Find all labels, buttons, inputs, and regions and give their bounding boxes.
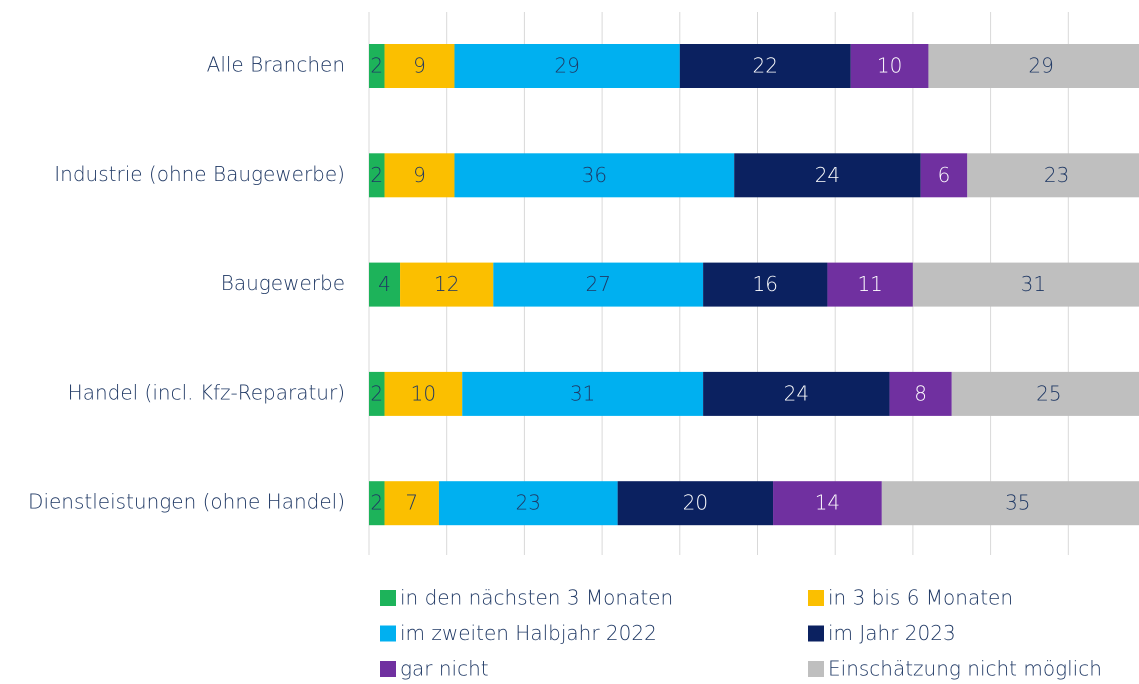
value-label: 24 <box>815 163 840 187</box>
bar-segment <box>928 44 1139 88</box>
legend-swatch <box>380 625 396 642</box>
value-label: 36 <box>582 163 607 187</box>
value-label: 23 <box>1044 163 1069 187</box>
legend-label: im zweiten Halbjahr 2022 <box>400 621 657 645</box>
value-label: 7 <box>405 491 418 515</box>
value-label: 27 <box>585 272 610 296</box>
bar-segment <box>493 262 704 307</box>
bar-segment <box>679 44 851 88</box>
bar-segment <box>617 481 774 526</box>
legend-swatch <box>380 661 396 677</box>
bar-segment <box>384 153 455 198</box>
value-label: 24 <box>784 381 809 405</box>
value-label: 9 <box>413 54 426 78</box>
bar-segment <box>773 481 882 526</box>
bar-segment <box>384 44 455 88</box>
value-label: 10 <box>411 381 436 405</box>
bar-segment <box>827 262 913 307</box>
legend-swatch <box>808 661 824 677</box>
category-label: Dienstleistungen (ohne Handel) <box>28 490 345 514</box>
bar-segment <box>369 371 385 416</box>
value-label: 2 <box>370 163 383 187</box>
bar-segment <box>967 153 1139 198</box>
value-label: 6 <box>938 163 951 187</box>
value-label: 2 <box>370 54 383 78</box>
category-label: Industrie (ohne Baugewerbe) <box>54 162 345 186</box>
bar-segment <box>889 371 952 416</box>
value-label: 14 <box>815 491 840 515</box>
bar-segment <box>912 262 1139 307</box>
value-label: 12 <box>434 272 459 296</box>
legend-label: in 3 bis 6 Monaten <box>828 586 1013 610</box>
value-label: 35 <box>1005 491 1030 515</box>
legend-swatch <box>808 590 824 606</box>
bar-segment <box>384 371 463 416</box>
bar-segment <box>454 153 735 198</box>
value-label: 11 <box>857 272 882 296</box>
value-label: 29 <box>554 54 579 78</box>
bar-segment <box>881 481 1139 526</box>
bar-segment <box>438 481 618 526</box>
bar-segment <box>369 153 385 198</box>
bar-segment <box>734 153 921 198</box>
value-label: 2 <box>370 491 383 515</box>
value-label: 29 <box>1028 54 1053 78</box>
value-label: 31 <box>1021 272 1046 296</box>
legend-swatch <box>380 590 396 606</box>
bar-segment <box>850 44 929 88</box>
bar-segment <box>369 262 401 307</box>
value-label: 2 <box>370 381 383 405</box>
bar-segment <box>369 44 385 88</box>
legend-label: im Jahr 2023 <box>828 621 956 645</box>
bar-segment <box>703 371 890 416</box>
bar-segment <box>400 262 494 307</box>
category-label: Alle Branchen <box>207 53 345 77</box>
bar-segment <box>454 44 680 88</box>
legend-label: Einschätzung nicht möglich <box>828 657 1102 681</box>
category-label: Baugewerbe <box>221 271 345 295</box>
bar-segment <box>384 481 439 526</box>
value-label: 10 <box>877 54 902 78</box>
value-label: 22 <box>753 54 778 78</box>
value-label: 23 <box>516 491 541 515</box>
value-label: 4 <box>378 272 391 296</box>
value-label: 20 <box>683 491 708 515</box>
legend-label: in den nächsten 3 Monaten <box>400 586 673 610</box>
bar-segment <box>462 371 704 416</box>
bar-segment <box>703 262 828 307</box>
value-label: 31 <box>570 381 595 405</box>
value-label: 16 <box>753 272 778 296</box>
legend-swatch <box>808 625 824 642</box>
value-label: 8 <box>914 381 927 405</box>
value-label: 25 <box>1036 381 1061 405</box>
value-label: 9 <box>413 163 426 187</box>
category-label: Handel (incl. Kfz-Reparatur) <box>68 380 345 404</box>
bar-segment <box>951 371 1139 416</box>
bar-segment <box>920 153 968 198</box>
bar-segment <box>369 481 385 526</box>
legend-label: gar nicht <box>400 657 489 681</box>
